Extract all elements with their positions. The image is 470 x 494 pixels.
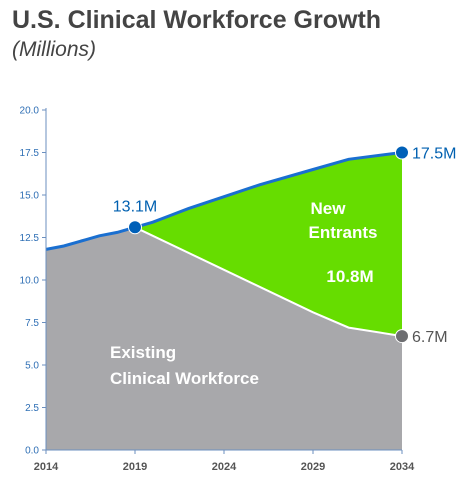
marker-total-2019: [128, 220, 142, 235]
y-tick-label: 5.0: [25, 361, 39, 372]
chart-title: U.S. Clinical Workforce Growth: [12, 6, 382, 34]
chart-labels: New Entrants 10.8M Existing Clinical Wor…: [110, 146, 456, 389]
new-entrants-value-label: 10.8M: [326, 267, 373, 286]
chart-subtitle: (Millions): [12, 38, 96, 61]
new-entrants-label-line1: New: [311, 199, 347, 218]
x-tick-label: 2019: [123, 461, 147, 473]
marker-total-2034: [395, 145, 409, 160]
total-workforce-line: [45, 151, 403, 251]
y-tick-label: 10.0: [20, 276, 40, 287]
total-2034-label: 17.5M: [412, 146, 456, 163]
y-tick-label: 15.0: [20, 191, 40, 202]
marker-existing-2034: [395, 329, 409, 344]
x-tick-label: 2034: [390, 461, 415, 473]
y-tick-label: 7.5: [25, 318, 39, 329]
y-tick-label: 17.5: [20, 148, 40, 159]
new-entrants-area: [135, 152, 402, 337]
y-tick-label: 12.5: [20, 233, 40, 244]
plot-areas: [45, 151, 403, 450]
x-tick-label: 2014: [34, 461, 59, 473]
existing-workforce-line: [134, 226, 403, 338]
x-tick-label: 2024: [212, 461, 237, 473]
x-tick-label: 2029: [301, 461, 325, 473]
y-tick-label: 0.0: [25, 446, 39, 457]
existing-workforce-label-line2: Clinical Workforce: [110, 369, 259, 388]
existing-workforce-label-line1: Existing: [110, 343, 176, 362]
y-tick-label: 2.5: [25, 403, 39, 414]
existing-2034-label: 6.7M: [412, 329, 448, 346]
new-entrants-label-line2: Entrants: [309, 223, 378, 242]
total-2019-label: 13.1M: [113, 198, 157, 215]
y-tick-label: 20.0: [20, 106, 40, 117]
data-markers: [128, 145, 409, 344]
existing-workforce-area: [46, 227, 402, 450]
tick-labels: 0.0 2.5 5.0 7.5 10.0 12.5 15.0 17.5 20.0 2014 2019…: [20, 106, 416, 474]
